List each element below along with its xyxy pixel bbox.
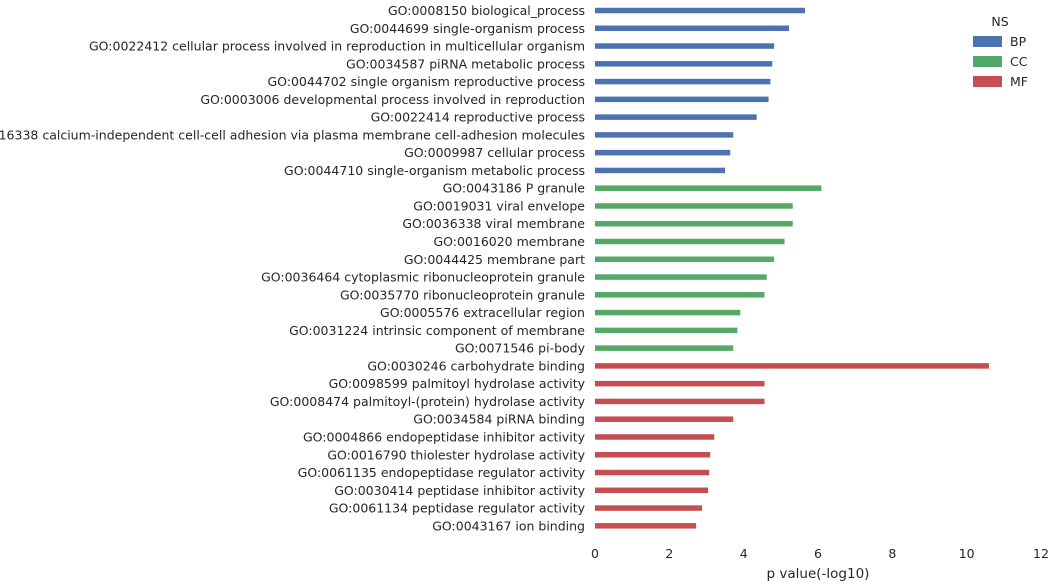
category-label: GO:0061135 endopeptidase regulator activ…	[298, 465, 586, 480]
x-tick-label: 0	[591, 546, 599, 561]
legend-swatch-cc	[973, 56, 1002, 67]
bar-bp-8	[595, 149, 731, 156]
category-label: GO:0035770 ribonucleoprotein granule	[340, 287, 585, 302]
x-tick-label: 12	[1033, 546, 1049, 561]
bar-bp-9	[595, 167, 726, 174]
category-labels: GO:0008150 biological_process GO:0044699 …	[0, 3, 586, 533]
bar-cc-18	[595, 327, 738, 334]
category-label: GO:0071546 pi-body	[455, 341, 586, 356]
bar-bp-7	[595, 132, 734, 138]
category-label: GO:0008150 biological_process	[388, 3, 585, 18]
bar-cc-17	[595, 309, 741, 316]
category-label: GO:0030414 peptidase inhibitor activity	[334, 483, 585, 498]
category-label: GO:0019031 viral envelope	[413, 198, 585, 213]
category-label: GO:0034584 piRNA binding	[413, 412, 585, 427]
legend-label-cc: CC	[1010, 54, 1028, 69]
category-label: GO:0043167 ion binding	[432, 518, 585, 533]
category-label: GO:0003006 developmental process involve…	[200, 92, 585, 107]
bar-cc-13	[595, 238, 785, 245]
legend-title: NS	[991, 14, 1008, 29]
category-label: GO:0044699 single-organism process	[350, 21, 585, 36]
bar-cc-11	[595, 203, 793, 209]
legend-swatch-bp	[973, 36, 1002, 47]
category-label: GO:0043186 P granule	[443, 181, 586, 196]
x-tick-label: 2	[665, 546, 673, 561]
category-label: GO:0008474 palmitoyl-(protein) hydrolase…	[270, 394, 586, 409]
category-label: GO:0098599 palmitoyl hydrolase activity	[329, 376, 586, 391]
category-label: GO:0016790 thiolester hydrolase activity	[327, 447, 585, 462]
category-label: GO:0022414 reproductive process	[371, 110, 585, 125]
bars-layer	[595, 7, 989, 529]
category-label: GO:0061134 peptidase regulator activity	[329, 501, 586, 516]
category-label: GO:0044425 membrane part	[404, 252, 585, 267]
bar-mf-22	[595, 398, 765, 405]
x-tick-label: 8	[888, 546, 896, 561]
category-label: GO:0034587 piRNA metabolic process	[346, 56, 585, 71]
category-label: GO:0044710 single-organism metabolic pro…	[284, 163, 585, 178]
bar-cc-16	[595, 292, 765, 298]
bar-cc-19	[595, 345, 734, 351]
bar-mf-27	[595, 487, 708, 494]
x-tick-label: 10	[959, 546, 975, 561]
bar-mf-23	[595, 416, 734, 422]
bar-mf-24	[595, 434, 715, 440]
legend: NS BP CC MF	[973, 14, 1028, 89]
category-label: GO:0036338 viral membrane	[402, 216, 585, 231]
category-label: GO:0016338 calcium-independent cell-cell…	[0, 127, 585, 142]
bar-bp-5	[595, 96, 769, 103]
bar-mf-25	[595, 452, 711, 458]
bar-cc-14	[595, 256, 775, 263]
x-tick-label: 4	[740, 546, 748, 561]
bar-bp-2	[595, 43, 775, 49]
category-label: GO:0022412 cellular process involved in …	[89, 39, 585, 54]
category-label: GO:0005576 extracellular region	[380, 305, 585, 320]
category-label: GO:0031224 intrinsic component of membra…	[289, 323, 585, 338]
legend-swatch-mf	[973, 76, 1002, 87]
x-axis: 0 2 4 6 8 10 12	[591, 546, 1049, 561]
bar-mf-28	[595, 505, 703, 511]
legend-label-mf: MF	[1010, 74, 1028, 89]
bar-mf-21	[595, 380, 765, 387]
bar-bp-1	[595, 25, 790, 32]
bar-bp-4	[595, 78, 771, 85]
x-tick-label: 6	[814, 546, 822, 561]
bar-mf-26	[595, 469, 710, 476]
legend-label-bp: BP	[1010, 34, 1027, 49]
bar-bp-6	[595, 114, 757, 120]
bar-cc-15	[595, 274, 767, 280]
bar-bp-3	[595, 61, 773, 67]
category-label: GO:0016020 membrane	[433, 234, 585, 249]
bar-bp-0	[595, 7, 805, 14]
bar-mf-20	[595, 363, 989, 369]
category-label: GO:0036464 cytoplasmic ribonucleoprotein…	[261, 270, 585, 285]
category-label: GO:0030246 carbohydrate binding	[367, 358, 585, 373]
category-label: GO:0009987 cellular process	[404, 145, 585, 160]
bar-cc-10	[595, 185, 822, 191]
category-label: GO:0044702 single organism reproductive …	[267, 74, 585, 89]
x-axis-title: p value(-log10)	[767, 566, 870, 582]
bar-mf-29	[595, 523, 697, 529]
bar-cc-12	[595, 220, 793, 227]
category-label: GO:0004866 endopeptidase inhibitor activ…	[303, 429, 586, 444]
